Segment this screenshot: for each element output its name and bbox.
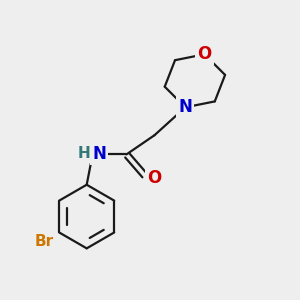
- Text: N: N: [92, 145, 106, 163]
- Text: Br: Br: [34, 234, 53, 249]
- Text: O: O: [197, 45, 212, 63]
- Text: N: N: [178, 98, 192, 116]
- Text: O: O: [147, 169, 161, 187]
- Text: H: H: [78, 146, 91, 161]
